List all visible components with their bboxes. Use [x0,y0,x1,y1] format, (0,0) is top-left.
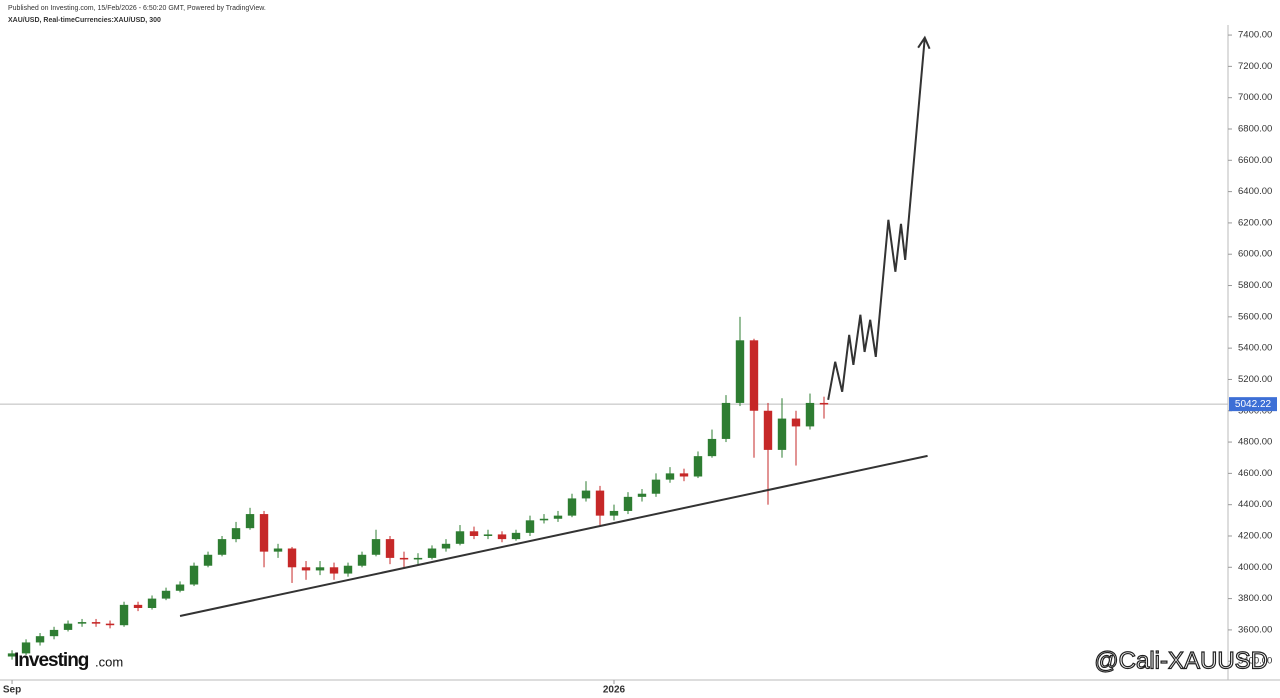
candle-body [147,598,157,608]
candle-body [105,623,115,626]
candle-body [119,604,129,626]
y-tick-label: 4200.00 [1238,531,1272,542]
x-tick-label: Sep [3,685,21,696]
candle-body [791,418,801,427]
published-note: Published on Investing.com, 15/Feb/2026 … [8,5,266,12]
candle-body [805,402,815,427]
candle-body [329,567,339,574]
candle-body [203,554,213,566]
price-label: 5042.22 [1235,399,1272,410]
candle-body [735,340,745,403]
author-watermark: @Cali-XAUUSD [1094,647,1268,674]
candle-body [399,557,409,560]
candle-body [7,653,17,657]
candle-body [497,534,507,540]
candle-body [189,565,199,585]
candle-body [511,532,521,540]
y-tick-label: 7200.00 [1238,61,1272,72]
candle-body [525,520,535,533]
projection-path [827,37,926,400]
candle-body [49,629,59,637]
candle-body [63,623,73,630]
projection-arrowhead [917,35,931,50]
candle-body [21,642,31,654]
brand-suffix: .com [95,654,123,669]
plot: 3400.00 3600.00 3800.00 4000.00 4200.00 4400.… [0,30,1277,696]
candle-body [259,514,269,552]
candle-body [357,554,367,566]
y-tick-label: 7000.00 [1238,92,1272,103]
candle-body [567,498,577,516]
candle-body [217,539,227,555]
brand-watermark: Investing .com [14,650,123,671]
candle-body [427,548,437,558]
candle-body [679,473,689,477]
candle-body [175,584,185,591]
candle-body [749,340,759,411]
y-tick-label: 5200.00 [1238,374,1272,385]
candle-body [595,490,605,516]
y-tick-label: 4400.00 [1238,499,1272,510]
candle-body [287,548,297,568]
candle-body [819,402,829,405]
candle-body [469,531,479,536]
candle-body [539,518,549,521]
candle-body [231,528,241,540]
candle-body [133,604,143,608]
y-tick-label: 5400.00 [1238,343,1272,354]
candle-body [413,557,423,560]
candle-body [343,565,353,574]
candle-body [385,539,395,558]
candle-body [161,590,171,599]
candle-body [455,531,465,544]
candle-body [777,418,787,450]
candle-body [301,567,311,571]
candle-body [581,490,591,499]
candle-body [707,438,717,457]
brand: Investing [14,650,89,671]
y-tick-label: 7400.00 [1238,30,1272,41]
y-tick-label: 4000.00 [1238,562,1272,573]
symbol-label: XAU/USD, Real-timeCurrencies:XAU/USD, 30… [8,17,161,24]
candle-body [273,548,283,552]
x-tick-label: 2026 [603,685,626,696]
candle-body [651,479,661,494]
y-tick-label: 6600.00 [1238,155,1272,166]
candle-body [553,515,563,519]
candle-body [721,402,731,439]
y-tick-label: 5600.00 [1238,311,1272,322]
candle-body [315,567,325,571]
y-tick-label: 5800.00 [1238,280,1272,291]
candle-body [763,410,773,450]
candle-body [245,514,255,529]
candle-body [483,534,493,536]
candle-body [441,543,451,549]
price-label-box [1229,397,1277,412]
candle-body [623,496,633,511]
candle-body [609,510,619,516]
y-tick-label: 3400.00 [1238,656,1272,667]
y-tick-label: 6200.00 [1238,217,1272,228]
candle-body [371,539,381,555]
candle-body [637,493,647,497]
y-tick-label: 3800.00 [1238,593,1272,604]
candle-body [77,622,87,624]
y-tick-label: 6000.00 [1238,249,1272,260]
y-tick-label: 6400.00 [1238,186,1272,197]
candle-body [91,622,101,624]
y-tick-label: 4600.00 [1238,468,1272,479]
y-tick-label: 6800.00 [1238,124,1272,135]
y-tick-label: 3600.00 [1238,624,1272,635]
trendline [179,454,928,617]
candle-body [693,456,703,477]
y-tick-label: 4800.00 [1238,437,1272,448]
candle-body [35,636,45,643]
candle-body [665,473,675,480]
